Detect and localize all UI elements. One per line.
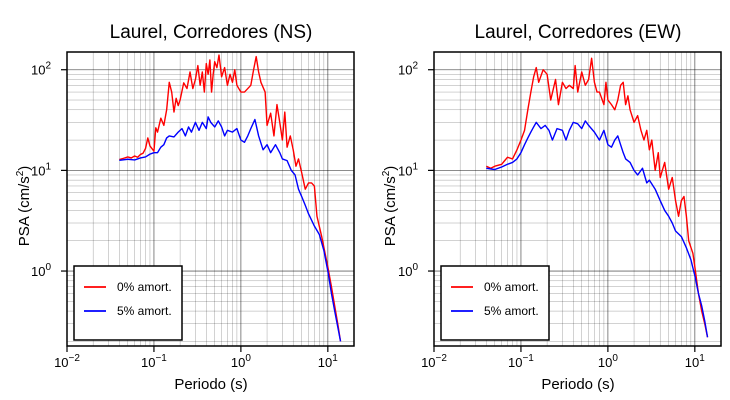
ylabel-close: ) <box>382 166 399 171</box>
legend-label-0pct: 0% amort. <box>117 280 172 294</box>
legend-box <box>73 265 183 341</box>
series-line-5pct <box>119 116 342 342</box>
x-axis-label: Periodo (s) <box>541 376 614 393</box>
x-tick-label: 10−2 <box>54 353 80 370</box>
chart-title: Laurel, Corredores (NS) <box>110 22 313 43</box>
x-tick-label: 100 <box>231 353 251 370</box>
y-axis-label: PSA (cm/s2) <box>15 166 33 247</box>
plot-lines <box>119 54 342 342</box>
x-tick-label: 101 <box>685 353 705 370</box>
legend-box <box>440 265 550 341</box>
y-tick-label: 101 <box>31 161 51 178</box>
legend: 0% amort. 5% amort. <box>440 265 550 341</box>
legend-label-0pct: 0% amort. <box>484 280 539 294</box>
ylabel-main: PSA (cm/s <box>16 176 33 246</box>
y-tick-label: 102 <box>398 61 418 78</box>
series-line-5pct <box>486 120 709 338</box>
chart-panel-ns: Laurel, Corredores (NS) PSA (cm/s2) Peri… <box>15 22 355 393</box>
x-ticks: 10−2 10−1 100 101 <box>54 346 338 370</box>
ylabel-main: PSA (cm/s <box>382 176 399 246</box>
y-ticks: 100 101 102 <box>398 61 434 279</box>
ylabel-superscript: 2 <box>381 170 392 176</box>
x-ticks: 10−2 10−1 100 101 <box>421 346 705 370</box>
series-line-0pct <box>486 57 709 338</box>
x-tick-label: 10−1 <box>141 353 167 370</box>
y-tick-label: 102 <box>31 61 51 78</box>
plot-lines <box>486 57 709 338</box>
chart-title: Laurel, Corredores (EW) <box>475 22 682 43</box>
legend: 0% amort. 5% amort. <box>73 265 183 341</box>
legend-label-5pct: 5% amort. <box>484 304 539 318</box>
x-tick-label: 101 <box>318 353 338 370</box>
ylabel-superscript: 2 <box>15 170 26 176</box>
x-tick-label: 10−1 <box>508 353 534 370</box>
plot-frame <box>433 51 722 347</box>
y-tick-label: 100 <box>398 262 418 279</box>
x-tick-label: 10−2 <box>421 353 447 370</box>
legend-label-5pct: 5% amort. <box>117 304 172 318</box>
x-axis-label: Periodo (s) <box>174 376 247 393</box>
y-ticks: 100 101 102 <box>31 61 67 279</box>
chart-panel-ew: Laurel, Corredores (EW) PSA (cm/s2) Peri… <box>381 22 722 393</box>
y-tick-label: 100 <box>31 262 51 279</box>
plot-frame <box>66 51 355 347</box>
y-tick-label: 101 <box>398 161 418 178</box>
ylabel-close: ) <box>16 166 33 171</box>
svg-text:PSA (cm/s2): PSA (cm/s2) <box>381 166 399 247</box>
series-line-0pct <box>119 54 342 342</box>
svg-text:PSA (cm/s2): PSA (cm/s2) <box>15 166 33 247</box>
y-axis-label: PSA (cm/s2) <box>381 166 399 247</box>
x-tick-label: 100 <box>598 353 618 370</box>
